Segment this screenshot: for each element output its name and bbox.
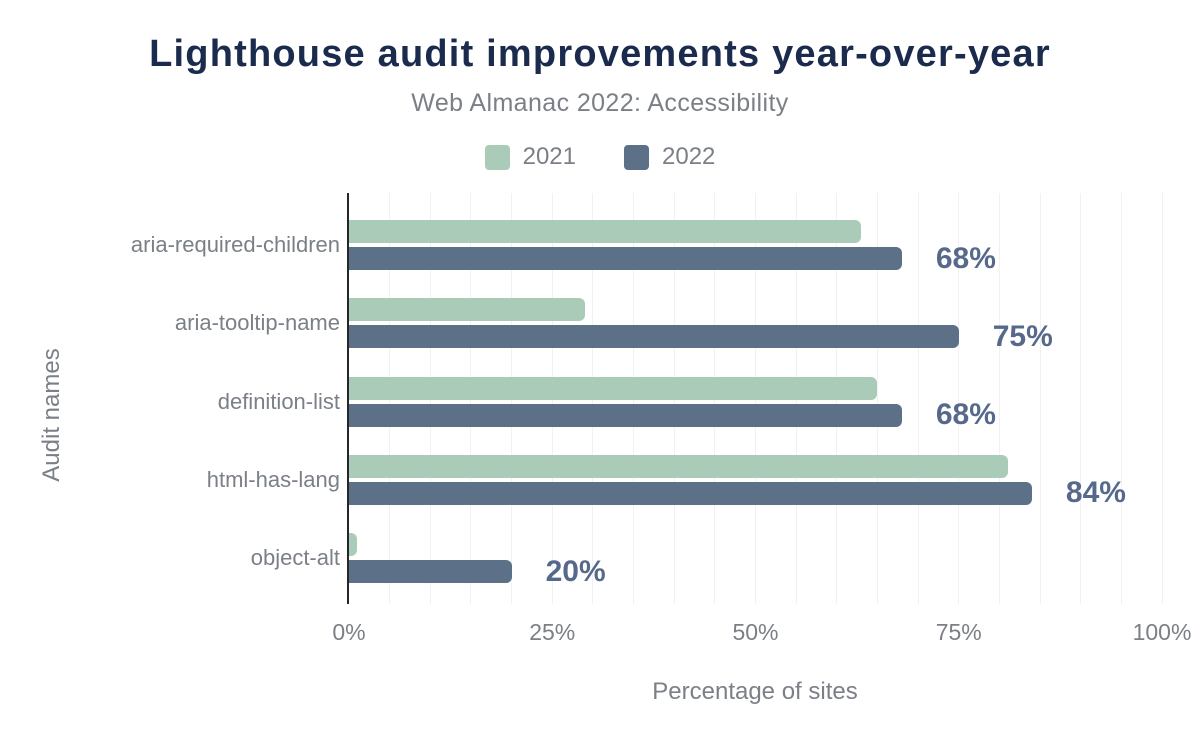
legend-label-2021: 2021 (522, 143, 576, 170)
legend-swatch-2021 (484, 144, 510, 170)
y-axis-title: Audit names (38, 348, 65, 482)
value-label: 20% (545, 554, 606, 588)
value-label: 75% (992, 319, 1053, 353)
category-label: aria-required-children (130, 232, 340, 257)
bar-2021-aria-required-children (349, 220, 862, 243)
bar-2021-html-has-lang (349, 454, 1008, 478)
bar-2021-aria-tooltip-name (349, 298, 585, 322)
legend: 2021 2022 (0, 143, 1200, 171)
gridline-100pct (1161, 193, 1163, 604)
category-label: object-alt (250, 545, 340, 570)
category-label: definition-list (217, 388, 340, 414)
legend-item-2021: 2021 (484, 143, 576, 171)
gridline-65pct (876, 193, 878, 604)
legend-label-2022: 2022 (662, 143, 716, 170)
x-tick-label-50: 50% (732, 619, 779, 645)
chart-subtitle: Web Almanac 2022: Accessibility (411, 89, 789, 117)
gridline-90pct (1080, 193, 1082, 604)
x-tick-label-75: 75% (935, 619, 982, 645)
bar-2022-aria-required-children (349, 247, 902, 270)
gridline-75pct (958, 193, 960, 604)
y-axis-line (347, 193, 349, 604)
value-label: 84% (1065, 476, 1126, 510)
x-tick-label-25: 25% (529, 619, 576, 645)
gridline-85pct (1039, 193, 1041, 604)
category-label: aria-tooltip-name (174, 310, 340, 336)
bar-2022-html-has-lang (349, 481, 1032, 505)
bar-2021-definition-list (349, 376, 878, 400)
gridline-70pct (917, 193, 919, 604)
x-axis-title: Percentage of sites (652, 678, 858, 705)
legend-item-2022: 2022 (624, 143, 715, 171)
value-label: 68% (935, 241, 996, 275)
bar-2022-aria-tooltip-name (349, 325, 959, 349)
bar-2022-object-alt (349, 560, 512, 583)
x-tick-label-0: 0% (332, 619, 366, 645)
value-label: 68% (935, 398, 996, 431)
legend-swatch-2022 (624, 144, 649, 170)
category-label: html-has-lang (206, 466, 340, 492)
chart-title: Lighthouse audit improvements year-over-… (149, 33, 1051, 75)
bar-2021-object-alt (349, 533, 358, 556)
gridline-95pct (1120, 193, 1122, 604)
gridline-80pct (998, 193, 1000, 604)
bar-2022-definition-list (349, 403, 902, 427)
x-tick-label-100: 100% (1132, 619, 1192, 645)
